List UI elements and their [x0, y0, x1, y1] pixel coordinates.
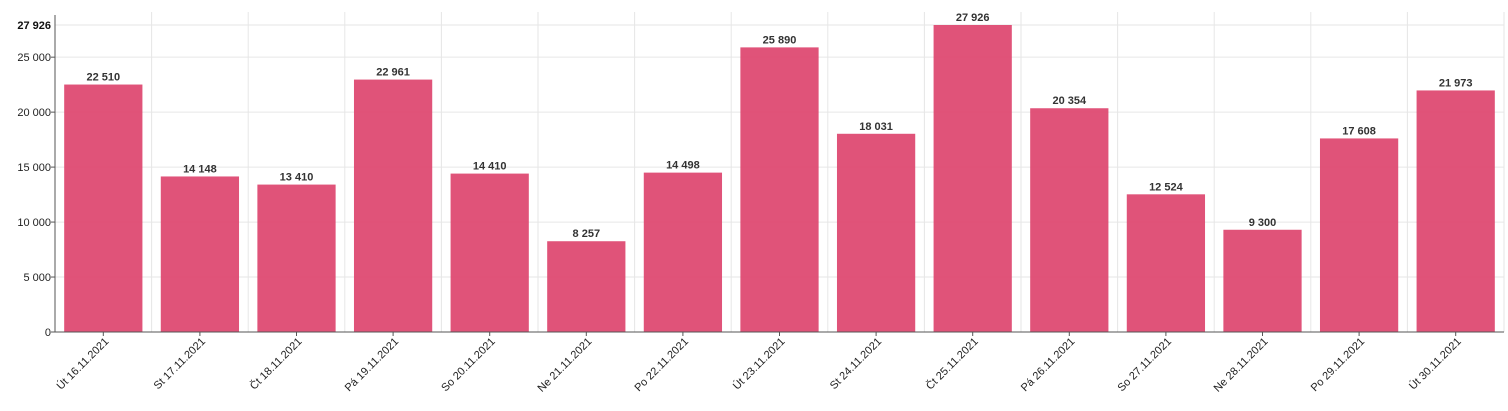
x-tick-label: St 17.11.2021 [152, 336, 208, 392]
data-label: 21 973 [1439, 77, 1473, 89]
data-label: 14 498 [666, 160, 700, 172]
bar [64, 84, 143, 333]
data-label: 17 608 [1342, 125, 1376, 137]
data-label: 22 961 [376, 67, 410, 79]
bars [64, 25, 1495, 333]
bar [1319, 138, 1399, 332]
x-tick-label: Pá 26.11.2021 [1019, 336, 1078, 395]
bar [1416, 90, 1495, 332]
data-label: 14 410 [473, 161, 507, 173]
x-tick-label: So 20.11.2021 [439, 336, 498, 395]
x-tick-label: Po 22.11.2021 [633, 336, 692, 395]
data-label: 9 300 [1249, 217, 1277, 229]
data-label: 22 510 [86, 72, 120, 84]
data-label: 14 148 [183, 163, 217, 175]
y-max-label: 27 926 [17, 20, 51, 32]
x-tick-label: Čt 18.11.2021 [247, 335, 304, 392]
bar [547, 241, 626, 332]
bar [160, 176, 240, 332]
x-tick-label: Pá 19.11.2021 [343, 336, 402, 395]
bar [933, 25, 1012, 332]
y-tick-label: 25 000 [17, 52, 51, 64]
bar [450, 173, 529, 332]
bar [836, 133, 916, 332]
y-tick-label: 0 [45, 327, 51, 339]
y-tick-label: 15 000 [17, 162, 51, 174]
bar [257, 184, 336, 332]
x-tick-label: St 24.11.2021 [828, 336, 884, 392]
data-label: 25 890 [763, 34, 797, 46]
x-tick-label: Po 29.11.2021 [1309, 336, 1368, 395]
x-tick-label: So 27.11.2021 [1116, 336, 1175, 395]
bar [643, 172, 723, 332]
bar [353, 79, 433, 332]
bar [1126, 194, 1206, 332]
y-axis: 0 5 000 10 000 15 000 20 000 25 000 27 926 [17, 15, 56, 339]
x-tick-label: Čt 25.11.2021 [923, 335, 980, 392]
x-tick-label: Út 23.11.2021 [730, 335, 787, 392]
data-label: 20 354 [1052, 95, 1087, 107]
x-axis: Út 16.11.2021 St 17.11.2021 Čt 18.11.2021 P… [54, 331, 1504, 395]
value-labels: 22 510 14 148 13 410 22 961 14 410 8 257 14 49… [86, 12, 1472, 240]
y-tick-label: 20 000 [17, 107, 51, 119]
x-tick-label: Ne 28.11.2021 [1212, 336, 1271, 395]
y-tick-label: 10 000 [17, 217, 51, 229]
x-tick-label: Út 30.11.2021 [1406, 335, 1463, 392]
bar [740, 47, 819, 332]
x-tick-label: Út 16.11.2021 [54, 335, 111, 392]
data-label: 27 926 [956, 12, 990, 24]
y-tick-label: 5 000 [23, 272, 51, 284]
data-label: 18 031 [859, 121, 893, 133]
data-label: 8 257 [573, 228, 601, 240]
bar [1030, 108, 1109, 332]
bar [1223, 229, 1302, 332]
data-label: 12 524 [1149, 181, 1184, 193]
data-label: 13 410 [280, 172, 314, 184]
x-tick-label: Ne 21.11.2021 [535, 336, 594, 395]
